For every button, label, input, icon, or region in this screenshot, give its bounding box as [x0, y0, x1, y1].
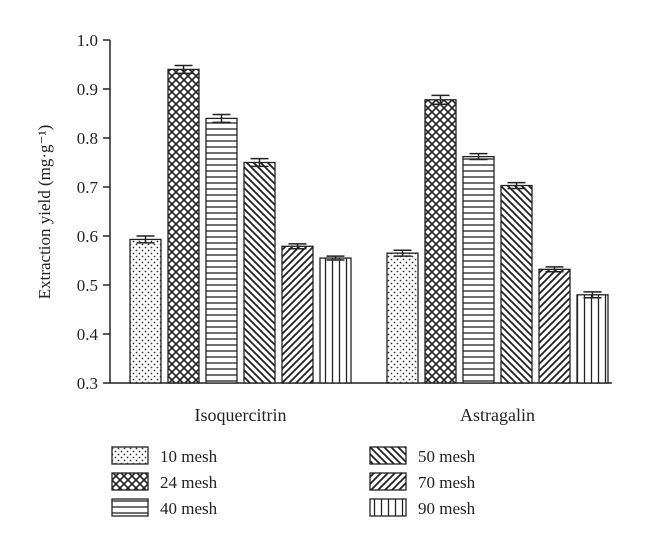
legend-label: 24 mesh: [160, 473, 218, 492]
bar: [243, 161, 276, 384]
bars-layer: [129, 64, 609, 384]
bar: [386, 252, 419, 384]
legend-label: 90 mesh: [418, 499, 476, 518]
bar: [500, 184, 533, 384]
y-tick-label: 0.8: [77, 129, 98, 148]
bar: [462, 155, 495, 384]
axis-layer: 0.3 0.4 0.5 0.6 0.7 0.8 0.9 1.0 Extraction yield…: [35, 31, 612, 425]
y-tick-label: 1.0: [77, 31, 98, 50]
bar: [167, 68, 200, 384]
legend-label: 70 mesh: [418, 473, 476, 492]
bar: [538, 268, 571, 384]
y-axis-title: Extraction yield (mg·g⁻¹): [35, 125, 54, 300]
legend-label: 40 mesh: [160, 499, 218, 518]
x-category-label: Isoquercitrin: [195, 405, 287, 425]
legend-swatch: [111, 446, 149, 465]
legend-label: 50 mesh: [418, 447, 476, 466]
y-tick-label: 0.4: [77, 325, 99, 344]
legend-swatch: [369, 446, 407, 465]
x-category-label: Astragalin: [460, 405, 535, 425]
legend-swatch: [369, 472, 407, 491]
bar: [129, 238, 162, 384]
bar: [319, 257, 352, 384]
y-tick-label: 0.9: [77, 80, 98, 99]
y-tick-label: 0.5: [77, 276, 98, 295]
bar: [281, 245, 314, 384]
legend-swatch: [369, 498, 407, 517]
bar: [424, 99, 457, 384]
bar: [205, 117, 238, 384]
legend: 10 mesh 24 mesh 40 mesh 50 mesh 70 mesh 90 me…: [111, 446, 476, 518]
y-tick-label: 0.6: [77, 227, 98, 246]
y-tick-label: 0.3: [77, 374, 98, 393]
legend-swatch: [111, 472, 149, 491]
legend-label: 10 mesh: [160, 447, 218, 466]
legend-swatch: [111, 498, 149, 517]
bar: [576, 294, 609, 384]
y-tick-label: 0.7: [77, 178, 99, 197]
